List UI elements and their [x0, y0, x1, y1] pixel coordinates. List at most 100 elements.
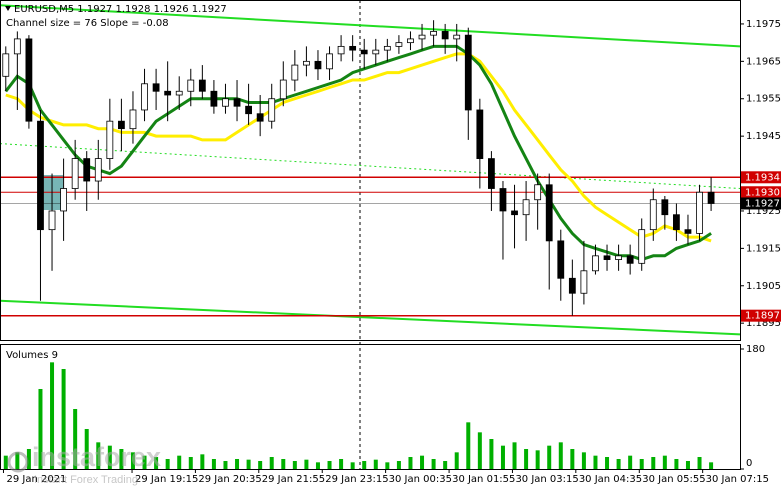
volume-bar	[454, 452, 459, 469]
x-tick-label: 30 Jan 00:35	[389, 474, 452, 485]
volume-bar	[211, 459, 216, 469]
watermark: instaforex Instant Forex Trading	[7, 442, 161, 486]
y-tick-label: 1.1955	[746, 94, 781, 105]
candle-body	[568, 277, 576, 294]
volume-bar	[512, 442, 517, 469]
volume-bar	[373, 459, 378, 469]
volume-bar	[15, 452, 20, 469]
candle-body	[499, 188, 507, 212]
level-label: 1.1930	[745, 187, 780, 198]
candle-body	[372, 49, 380, 55]
volume-bar	[674, 459, 679, 469]
candle-body	[580, 270, 588, 294]
candle-body	[534, 184, 542, 201]
candle-body	[25, 38, 33, 122]
volume-bar	[96, 442, 101, 469]
volume-title: Volumes 9	[6, 350, 58, 361]
candle-body	[696, 191, 703, 234]
chart-title: EURUSD,M5 1.1927 1.1928 1.1926 1.1927	[14, 4, 227, 15]
level-label-bg	[741, 197, 781, 210]
volume-bar	[385, 462, 390, 469]
candle-body	[360, 49, 368, 55]
candle-body	[707, 191, 715, 204]
candle-body	[291, 64, 299, 81]
volume-bar	[524, 449, 529, 469]
candle-body	[303, 60, 310, 66]
volume-bar	[258, 461, 263, 469]
candle-body	[383, 45, 391, 51]
volume-bar	[142, 455, 147, 469]
candle-body	[476, 109, 484, 159]
volume-tick-label: 180	[746, 344, 765, 355]
volume-bar	[408, 457, 413, 469]
volume-bar	[709, 462, 714, 469]
volume-bar	[535, 450, 540, 469]
volume-pane-frame	[0, 344, 741, 470]
y-tick-label: 1.1975	[746, 19, 781, 30]
x-tick-label: 29 Jan 19:15	[135, 474, 198, 485]
level-label-bg	[741, 171, 781, 184]
x-tick-label: 29 Jan 2021	[6, 474, 66, 485]
title-marker	[5, 6, 11, 11]
x-tick-label: 30 Jan 03:15	[515, 474, 578, 485]
volume-bar	[269, 457, 274, 469]
volume-bar	[339, 459, 344, 469]
volume-bar	[581, 452, 586, 469]
candle-body	[326, 53, 333, 70]
candle-body	[603, 255, 611, 260]
volume-bar	[362, 461, 367, 469]
candle-body	[684, 229, 692, 234]
candle-body	[222, 98, 229, 107]
candle-body	[2, 53, 10, 77]
volume-bar	[605, 457, 610, 469]
plot-layer: 1.1975 1.1965 1.1955 1.1945 1.1925 1.1915 1.19…	[0, 4, 781, 485]
x-tick-label: 30 Jan 07:15	[706, 474, 769, 485]
candle-body	[649, 199, 657, 231]
volume-bar	[651, 457, 656, 469]
volume-bar	[246, 459, 251, 469]
volume-bar	[350, 462, 355, 469]
volume-tick-label: 0	[746, 458, 752, 469]
chart-subtitle: Channel size = 76 Slope = -0.08	[6, 18, 169, 29]
volume-bar	[466, 422, 471, 469]
channel-line	[0, 299, 741, 336]
candle-body	[118, 120, 125, 130]
candle-body	[464, 34, 472, 111]
volume-bar	[107, 445, 112, 469]
volume-bar	[477, 432, 482, 469]
candle-body	[37, 120, 44, 231]
candle-body	[349, 45, 357, 51]
volume-bar	[61, 369, 66, 469]
channel-line	[0, 4, 741, 48]
candle-body	[106, 120, 114, 159]
volume-bar	[327, 461, 332, 469]
volume-bar	[685, 461, 690, 469]
volume-bar	[628, 455, 633, 469]
volume-bar	[292, 461, 297, 469]
watermark-tagline: Instant Forex Trading	[34, 474, 138, 486]
volume-bar	[547, 445, 552, 469]
volume-bar	[130, 452, 135, 469]
candle-body	[673, 214, 680, 231]
x-tick-label: 30 Jan 05:55	[642, 474, 705, 485]
level-label: 1.1934	[745, 172, 780, 183]
candle-body	[453, 34, 461, 40]
candle-body	[626, 255, 634, 264]
candle-body	[279, 79, 287, 100]
volume-bar	[165, 459, 170, 469]
candle-body	[175, 90, 183, 96]
candle-body	[129, 109, 137, 130]
volume-bar	[431, 459, 436, 469]
candle-body	[164, 90, 172, 96]
volume-bar	[489, 439, 494, 469]
candle-body	[314, 60, 322, 70]
x-tick-label: 30 Jan 01:55	[452, 474, 515, 485]
x-tick-label: 29 Jan 21:55	[262, 474, 325, 485]
candle-body	[418, 34, 426, 40]
volume-bar	[281, 459, 286, 469]
candle-body	[638, 229, 646, 264]
volume-bar	[84, 429, 89, 469]
volume-bar	[200, 454, 205, 469]
price-pane-frame	[0, 0, 741, 341]
moving-average	[5, 52, 712, 243]
